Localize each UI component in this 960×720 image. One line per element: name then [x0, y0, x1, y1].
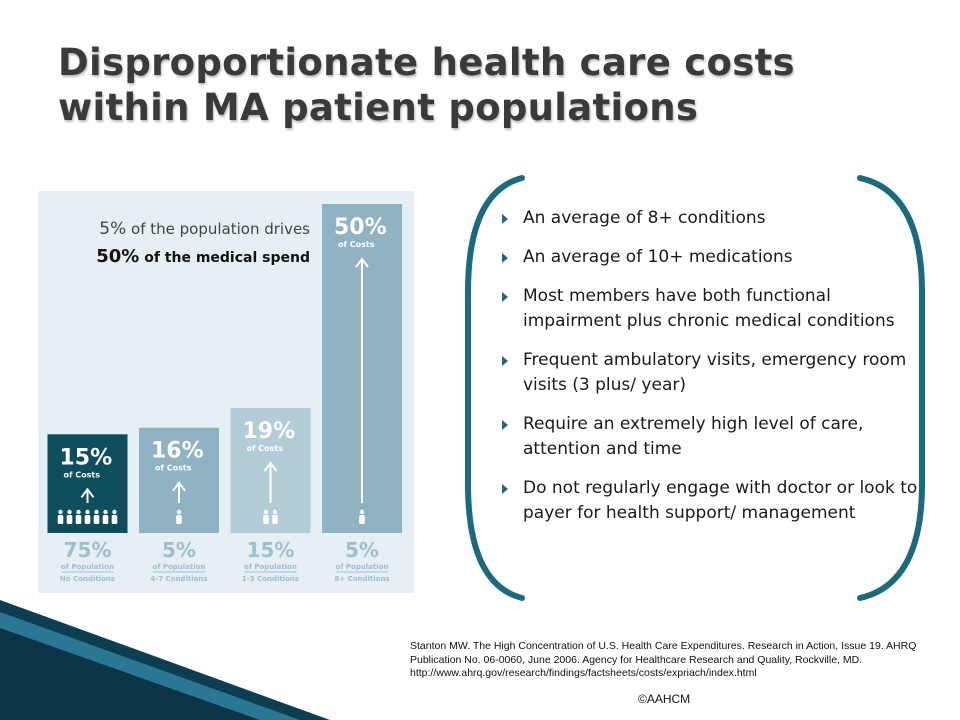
person-body-icon — [93, 515, 100, 524]
person-body-icon — [57, 515, 64, 524]
copyright: ©AAHCM — [638, 692, 691, 706]
callout-line-2: 50% of the medical spend — [96, 246, 310, 267]
category-label: No Conditions — [60, 575, 115, 583]
bullet-item: Do not regularly engage with doctor or l… — [500, 476, 920, 526]
person-body-icon — [272, 515, 278, 524]
up-arrow-head-icon — [263, 461, 278, 472]
person-body-icon — [111, 515, 118, 524]
person-body-icon — [84, 515, 91, 524]
person-icon — [58, 509, 63, 515]
population-label: 5% — [345, 538, 379, 562]
value-label: 19% — [243, 419, 296, 444]
bullet-item: An average of 10+ medications — [500, 245, 920, 270]
bullet-arrow-icon — [502, 484, 508, 494]
up-arrow-head-icon — [80, 487, 95, 498]
person-body-icon — [102, 515, 109, 524]
bullet-arrow-icon — [502, 214, 508, 224]
person-icon — [359, 509, 365, 515]
value-sublabel: of Costs — [155, 464, 192, 473]
value-sublabel: of Costs — [247, 444, 284, 453]
person-icon — [94, 509, 99, 515]
value-label: 50% — [334, 215, 387, 240]
value-label: 16% — [151, 439, 204, 464]
bullet-bracket — [465, 175, 925, 601]
bullet-arrow-icon — [502, 292, 508, 302]
bullet-item: Most members have both functional impair… — [500, 284, 920, 334]
population-label: 15% — [247, 538, 295, 562]
bullet-arrow-icon — [502, 356, 508, 366]
value-sublabel: of Costs — [338, 240, 375, 249]
up-arrow-head-icon — [355, 257, 369, 268]
population-label: 75% — [64, 538, 112, 562]
bullet-item: Frequent ambulatory visits, emergency ro… — [500, 348, 920, 398]
category-label: 1-3 Conditions — [242, 575, 299, 583]
value-sublabel: of Costs — [64, 470, 101, 479]
page-title: Disproportionate health care costs withi… — [58, 41, 795, 129]
person-icon — [176, 509, 182, 515]
population-sublabel: of Population — [244, 563, 297, 571]
citation: Stanton MW. The High Concentration of U.… — [410, 640, 917, 679]
person-icon — [85, 509, 90, 515]
person-icon — [103, 509, 108, 515]
bullet-arrow-icon — [502, 420, 508, 430]
value-label: 15% — [60, 445, 113, 470]
person-icon — [67, 509, 72, 515]
person-body-icon — [176, 515, 182, 524]
category-label: 8+ Conditions — [334, 575, 389, 583]
population-sublabel: of Population — [336, 563, 389, 571]
person-icon — [272, 509, 278, 515]
up-arrow-head-icon — [172, 481, 186, 492]
bullet-item: Require an extremely high level of care,… — [500, 412, 920, 462]
person-body-icon — [75, 515, 82, 524]
bullet-arrow-icon — [502, 253, 508, 263]
bullet-list: An average of 8+ conditions An average o… — [500, 206, 920, 540]
person-body-icon — [66, 515, 73, 524]
right-bracket — [857, 175, 925, 601]
category-label: 4-7 Conditions — [150, 575, 207, 583]
person-icon — [76, 509, 81, 515]
callout-line-1: 5% of the population drives — [99, 219, 310, 239]
population-sublabel: of Population — [61, 563, 114, 571]
person-body-icon — [359, 515, 365, 524]
population-sublabel: of Population — [153, 563, 206, 571]
population-label: 5% — [162, 538, 196, 562]
left-bracket — [465, 175, 525, 601]
person-icon — [112, 509, 117, 515]
person-body-icon — [263, 515, 269, 524]
person-icon — [263, 509, 269, 515]
bullet-item: An average of 8+ conditions — [500, 206, 920, 231]
